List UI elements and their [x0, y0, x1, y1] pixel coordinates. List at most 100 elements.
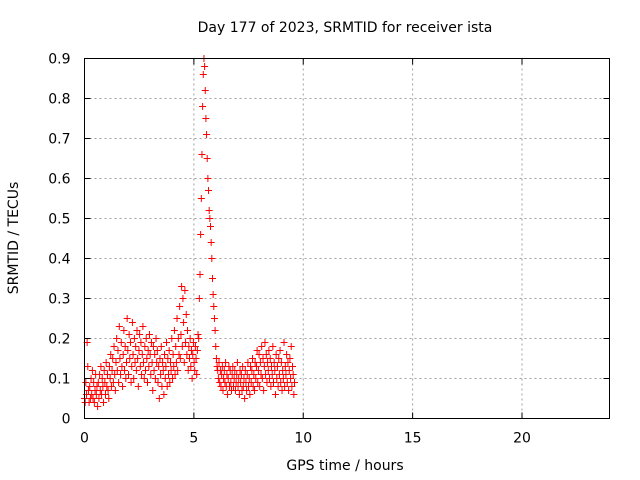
data-point — [280, 339, 288, 346]
data-point — [145, 363, 153, 370]
data-point — [241, 367, 249, 374]
data-point — [286, 355, 294, 362]
data-point — [278, 387, 286, 394]
data-point — [249, 355, 256, 362]
data-point — [262, 351, 270, 358]
data-point — [243, 387, 251, 394]
data-point — [114, 347, 122, 354]
y-tick-label: 0.6 — [48, 172, 70, 188]
data-point — [203, 155, 211, 162]
data-point — [277, 379, 285, 386]
data-point — [150, 367, 158, 374]
data-point — [290, 391, 298, 398]
data-point — [193, 347, 201, 354]
data-point — [166, 379, 174, 386]
data-point — [277, 359, 285, 366]
data-point — [112, 359, 120, 366]
data-point — [143, 355, 151, 362]
data-point — [145, 331, 153, 338]
data-point — [113, 367, 121, 374]
data-point — [88, 367, 96, 374]
data-point — [190, 359, 198, 366]
data-point — [97, 363, 105, 370]
data-point — [138, 351, 146, 358]
data-point — [241, 395, 249, 402]
chart-title: Day 177 of 2023, SRMTID for receiver ist… — [198, 20, 493, 36]
data-point — [191, 343, 199, 350]
data-point — [94, 403, 102, 410]
data-point — [244, 359, 252, 366]
data-point — [189, 351, 197, 358]
data-point — [140, 359, 148, 366]
data-point — [84, 387, 92, 394]
data-point — [198, 151, 206, 158]
data-point — [110, 343, 118, 350]
data-point — [172, 343, 180, 350]
data-point — [266, 375, 274, 382]
data-point — [221, 379, 229, 386]
data-point — [260, 363, 268, 370]
data-point — [107, 351, 115, 358]
data-point — [119, 351, 127, 358]
data-point — [147, 339, 155, 346]
data-point — [127, 379, 135, 386]
data-point — [133, 327, 141, 334]
data-point — [136, 363, 144, 370]
data-point — [207, 239, 215, 246]
data-point — [270, 359, 278, 366]
data-point — [129, 351, 137, 358]
data-point — [205, 207, 213, 214]
data-point — [130, 335, 138, 342]
data-point — [211, 327, 219, 334]
data-point — [268, 371, 276, 378]
data-point — [285, 367, 293, 374]
data-point — [113, 335, 121, 342]
data-point — [184, 367, 192, 374]
data-point — [94, 379, 102, 386]
data-point — [235, 391, 243, 398]
data-point — [212, 355, 220, 362]
plot-frame — [84, 58, 610, 419]
data-point — [254, 379, 262, 386]
data-point — [109, 355, 117, 362]
data-point — [101, 379, 109, 386]
data-point — [164, 355, 172, 362]
data-point — [273, 363, 281, 370]
data-point — [210, 303, 218, 310]
data-point — [279, 375, 287, 382]
data-point — [281, 363, 289, 370]
data-point — [165, 347, 173, 354]
data-point — [117, 371, 125, 378]
data-point — [276, 347, 284, 354]
data-point — [180, 319, 188, 326]
data-point — [123, 315, 131, 322]
data-point — [193, 371, 201, 378]
data-point — [188, 375, 196, 382]
y-tick-label: 0.5 — [48, 212, 70, 228]
data-point — [167, 367, 175, 374]
data-point — [116, 355, 124, 362]
data-point — [179, 295, 187, 302]
data-point — [220, 367, 228, 374]
data-point — [252, 375, 260, 382]
data-point — [199, 71, 207, 78]
data-point — [124, 371, 132, 378]
data-point — [115, 323, 123, 330]
data-point — [122, 375, 130, 382]
data-point — [102, 359, 110, 366]
data-point — [182, 311, 190, 318]
data-point — [246, 391, 254, 398]
data-point — [155, 395, 163, 402]
data-point — [258, 375, 266, 382]
data-point — [82, 379, 90, 386]
data-point — [262, 371, 270, 378]
data-point — [266, 355, 274, 362]
data-point — [289, 371, 297, 378]
data-point — [218, 363, 226, 370]
data-point — [174, 335, 182, 342]
data-point — [159, 367, 167, 374]
data-point — [174, 367, 182, 374]
data-point — [98, 375, 106, 382]
data-point — [264, 367, 272, 374]
data-point — [248, 367, 256, 374]
